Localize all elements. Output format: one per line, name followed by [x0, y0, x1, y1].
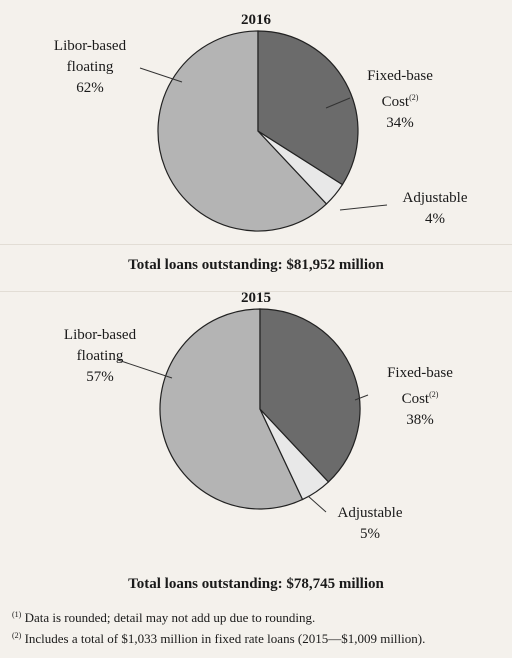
label-line: Adjustable	[402, 190, 468, 206]
total-loans-2016: Total loans outstanding: $81,952 million	[128, 257, 384, 273]
label-line: Adjustable	[337, 505, 403, 521]
pct-label: 38%	[406, 412, 434, 428]
chart-title-2015: 2015	[241, 290, 271, 306]
slice-label-adjustable-2016: Adjustable 4%	[385, 188, 485, 230]
pct-label: 57%	[86, 369, 114, 385]
label-line: Fixed-base	[367, 68, 433, 84]
footnote-text: Includes a total of $1,033 million in fi…	[24, 631, 426, 646]
slice-libor-floating-2016	[157, 30, 328, 232]
label-line: Libor-based	[53, 38, 127, 54]
slice-label-fixed-2015: Fixed-base Cost(2) 38%	[365, 363, 475, 431]
leader-line-libor-2016	[139, 67, 183, 83]
slice-label-adjustable-2015: Adjustable 5%	[320, 503, 420, 545]
pct-label: 34%	[386, 115, 414, 131]
footnote-marker: (1)	[12, 610, 22, 619]
label-line-with-sup: Cost(2)	[365, 384, 475, 410]
pct-label: 5%	[360, 526, 380, 542]
chart-title-2016: 2016	[241, 12, 271, 28]
label-line: Libor-based	[63, 327, 137, 343]
leader-line-libor-2015	[117, 359, 173, 379]
leader-line-fixed-2016	[325, 97, 351, 109]
footnote-marker: (2)	[12, 631, 22, 640]
background-line	[0, 244, 512, 245]
label-line: Fixed-base	[387, 365, 453, 381]
footnote-marker: (2)	[429, 390, 439, 399]
leader-line-adjustable-2016	[339, 204, 388, 211]
pct-label: 62%	[76, 80, 104, 96]
label-line: Cost	[381, 94, 410, 110]
slice-fixed-base-cost-2015	[259, 308, 361, 483]
footnotes: (1) Data is rounded; detail may not add …	[12, 606, 507, 648]
slice-label-libor-2015: Libor-based floating 57%	[40, 325, 160, 388]
leader-line-fixed-2015	[354, 394, 369, 401]
label-line: floating	[66, 59, 114, 75]
slice-label-libor-2016: Libor-based floating 62%	[30, 36, 150, 99]
footnote-text: Data is rounded; detail may not add up d…	[24, 610, 316, 625]
footnote-2: (2) Includes a total of $1,033 million i…	[12, 627, 507, 648]
total-loans-2015: Total loans outstanding: $78,745 million	[128, 576, 384, 592]
footnote-1: (1) Data is rounded; detail may not add …	[12, 606, 507, 627]
pct-label: 4%	[425, 211, 445, 227]
leader-line-adjustable-2015	[307, 495, 327, 513]
slice-fixed-base-cost-2016	[257, 30, 359, 186]
label-line: floating	[76, 348, 124, 364]
footnote-marker: (2)	[409, 93, 419, 102]
label-line-with-sup: Cost(2)	[345, 87, 455, 113]
label-line: Cost	[401, 391, 430, 407]
slice-label-fixed-2016: Fixed-base Cost(2) 34%	[345, 66, 455, 134]
background-line	[0, 291, 512, 292]
slice-libor-floating-2015	[159, 308, 304, 510]
